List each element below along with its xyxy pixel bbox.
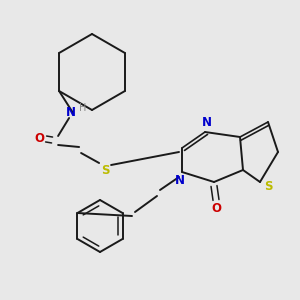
Text: S: S	[264, 181, 272, 194]
Text: S: S	[101, 164, 109, 178]
Text: N: N	[202, 116, 212, 130]
Text: H: H	[80, 103, 87, 113]
Text: O: O	[211, 202, 221, 214]
Text: O: O	[34, 133, 44, 146]
Text: N: N	[66, 106, 76, 119]
Text: N: N	[175, 173, 185, 187]
